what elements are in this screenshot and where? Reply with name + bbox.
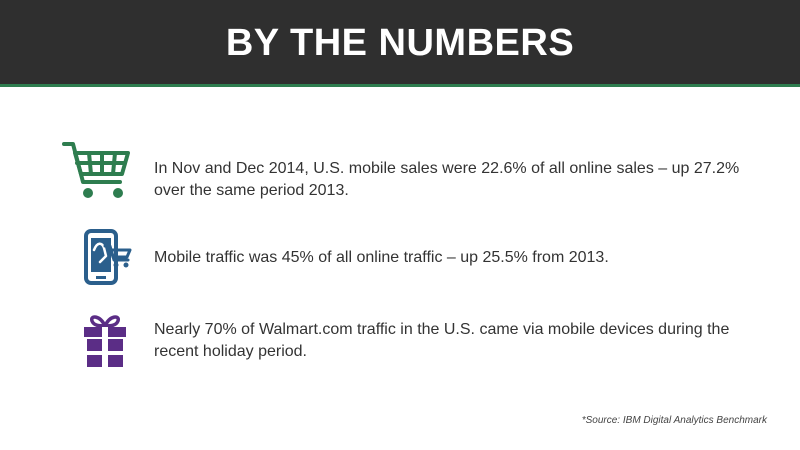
- stat-walmart-traffic: Nearly 70% of Walmart.com traffic in the…: [154, 321, 730, 360]
- stat-mobile-traffic: Mobile traffic was 45% of all online tra…: [154, 249, 609, 266]
- stat-mobile-sales: In Nov and Dec 2014, U.S. mobile sales w…: [154, 160, 740, 199]
- header-bar: BY THE NUMBERS: [0, 0, 800, 87]
- shopping-cart-icon: [62, 142, 130, 198]
- gift-icon: [84, 315, 126, 367]
- page-title: BY THE NUMBERS: [225, 21, 575, 64]
- source-note: *Source: IBM Digital Analytics Benchmark: [581, 415, 767, 426]
- mobile-shopping-icon: [84, 229, 132, 285]
